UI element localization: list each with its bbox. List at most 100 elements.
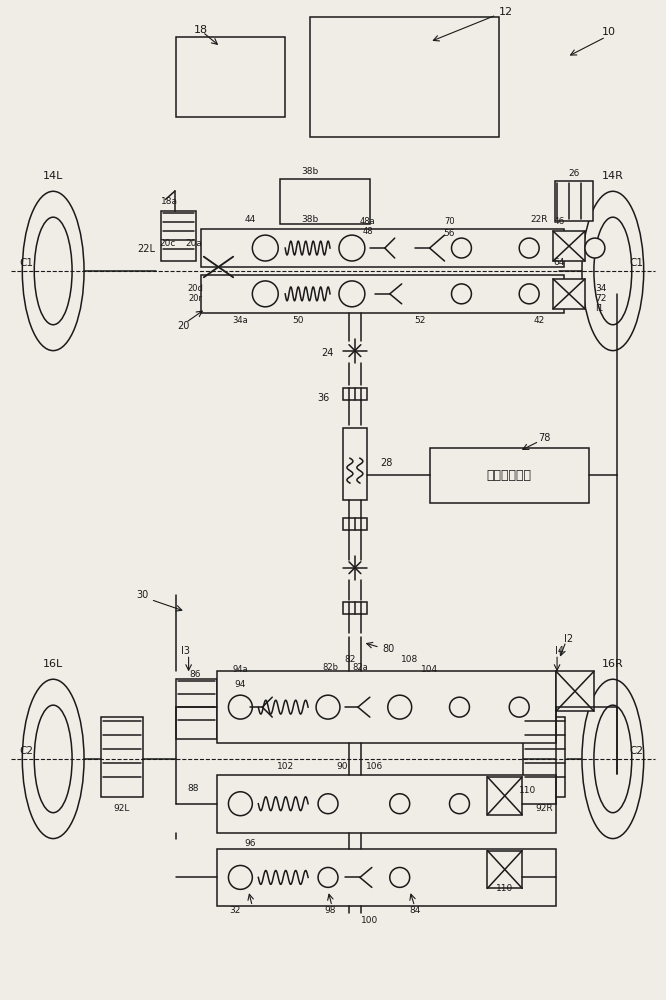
Text: 70: 70 bbox=[444, 217, 455, 226]
Text: 104: 104 bbox=[421, 665, 438, 674]
Ellipse shape bbox=[582, 679, 644, 839]
Circle shape bbox=[228, 695, 252, 719]
Bar bbox=[343, 518, 367, 530]
Bar bbox=[488, 851, 522, 888]
Bar bbox=[343, 388, 367, 400]
Ellipse shape bbox=[34, 705, 72, 813]
Text: C2: C2 bbox=[19, 746, 33, 756]
Text: 82: 82 bbox=[344, 655, 356, 664]
Text: 110: 110 bbox=[519, 786, 537, 795]
Text: 48a: 48a bbox=[360, 217, 376, 226]
Bar bbox=[218, 849, 556, 906]
Bar bbox=[488, 777, 522, 815]
Circle shape bbox=[252, 281, 278, 307]
Text: 24: 24 bbox=[321, 348, 333, 358]
Text: 16R: 16R bbox=[602, 659, 623, 669]
Text: 14R: 14R bbox=[602, 171, 624, 181]
Text: 14L: 14L bbox=[43, 171, 63, 181]
Circle shape bbox=[519, 284, 539, 304]
Circle shape bbox=[390, 867, 410, 887]
Text: 22R: 22R bbox=[530, 215, 548, 224]
Bar bbox=[556, 671, 594, 711]
Bar bbox=[176, 679, 218, 739]
Text: 38b: 38b bbox=[302, 215, 319, 224]
Circle shape bbox=[318, 867, 338, 887]
Ellipse shape bbox=[22, 191, 84, 351]
Bar bbox=[176, 37, 285, 117]
Bar bbox=[218, 671, 556, 743]
Text: 18: 18 bbox=[194, 25, 208, 35]
Ellipse shape bbox=[582, 191, 644, 351]
Text: I4: I4 bbox=[555, 646, 563, 656]
Text: 90: 90 bbox=[336, 762, 348, 771]
Text: 26: 26 bbox=[568, 169, 579, 178]
Text: 64: 64 bbox=[553, 258, 565, 267]
Text: C2: C2 bbox=[630, 746, 644, 756]
Text: 32: 32 bbox=[230, 906, 241, 915]
Text: 44: 44 bbox=[244, 215, 256, 224]
Text: 100: 100 bbox=[361, 916, 378, 925]
Bar bbox=[555, 181, 593, 221]
Bar bbox=[430, 448, 589, 503]
Text: 98: 98 bbox=[324, 906, 336, 915]
Circle shape bbox=[452, 284, 472, 304]
Bar bbox=[200, 275, 564, 313]
Text: 30: 30 bbox=[137, 590, 149, 600]
Text: 22L: 22L bbox=[137, 244, 155, 254]
Text: 16L: 16L bbox=[43, 659, 63, 669]
Text: 110: 110 bbox=[496, 884, 513, 893]
Text: 96: 96 bbox=[244, 839, 256, 848]
Text: 92L: 92L bbox=[114, 804, 130, 813]
Bar bbox=[553, 231, 585, 261]
Text: C1: C1 bbox=[630, 258, 644, 268]
Text: 10: 10 bbox=[602, 27, 616, 37]
Text: 34: 34 bbox=[595, 284, 606, 293]
Circle shape bbox=[390, 794, 410, 814]
Text: 28: 28 bbox=[380, 458, 392, 468]
Circle shape bbox=[339, 281, 365, 307]
Text: I3: I3 bbox=[181, 646, 190, 656]
Circle shape bbox=[228, 792, 252, 816]
Circle shape bbox=[452, 238, 472, 258]
Circle shape bbox=[388, 695, 412, 719]
Circle shape bbox=[450, 697, 470, 717]
Circle shape bbox=[519, 238, 539, 258]
Bar bbox=[553, 279, 585, 309]
Circle shape bbox=[318, 794, 338, 814]
Text: 102: 102 bbox=[276, 762, 294, 771]
Text: 42: 42 bbox=[533, 316, 545, 325]
Text: 82b: 82b bbox=[322, 663, 338, 672]
Bar bbox=[280, 179, 370, 224]
Text: 94: 94 bbox=[234, 680, 246, 689]
Ellipse shape bbox=[22, 679, 84, 839]
Text: 78: 78 bbox=[538, 433, 550, 443]
Text: 20c: 20c bbox=[159, 239, 176, 248]
Circle shape bbox=[339, 235, 365, 261]
Text: 18a: 18a bbox=[161, 197, 178, 206]
Text: 34a: 34a bbox=[232, 316, 248, 325]
Text: 52: 52 bbox=[414, 316, 426, 325]
Text: 电子控制装置: 电子控制装置 bbox=[487, 469, 531, 482]
Text: I1: I1 bbox=[595, 304, 603, 313]
Circle shape bbox=[509, 697, 529, 717]
Text: 88: 88 bbox=[188, 784, 199, 793]
Bar bbox=[343, 602, 367, 614]
Text: 20a: 20a bbox=[186, 239, 202, 248]
Bar bbox=[161, 211, 196, 261]
Bar bbox=[101, 717, 143, 797]
Text: 36: 36 bbox=[317, 393, 329, 403]
Text: 20: 20 bbox=[177, 321, 190, 331]
Text: 38b: 38b bbox=[302, 167, 319, 176]
Text: 46: 46 bbox=[553, 217, 565, 226]
Circle shape bbox=[450, 794, 470, 814]
Circle shape bbox=[228, 865, 252, 889]
Bar bbox=[218, 775, 556, 833]
Bar bbox=[200, 229, 564, 267]
Circle shape bbox=[316, 695, 340, 719]
Text: 20d: 20d bbox=[188, 284, 204, 293]
Text: 82a: 82a bbox=[352, 663, 368, 672]
Text: I2: I2 bbox=[565, 634, 573, 644]
Text: 80: 80 bbox=[383, 644, 395, 654]
Bar bbox=[310, 17, 500, 137]
Text: 56: 56 bbox=[444, 229, 456, 238]
